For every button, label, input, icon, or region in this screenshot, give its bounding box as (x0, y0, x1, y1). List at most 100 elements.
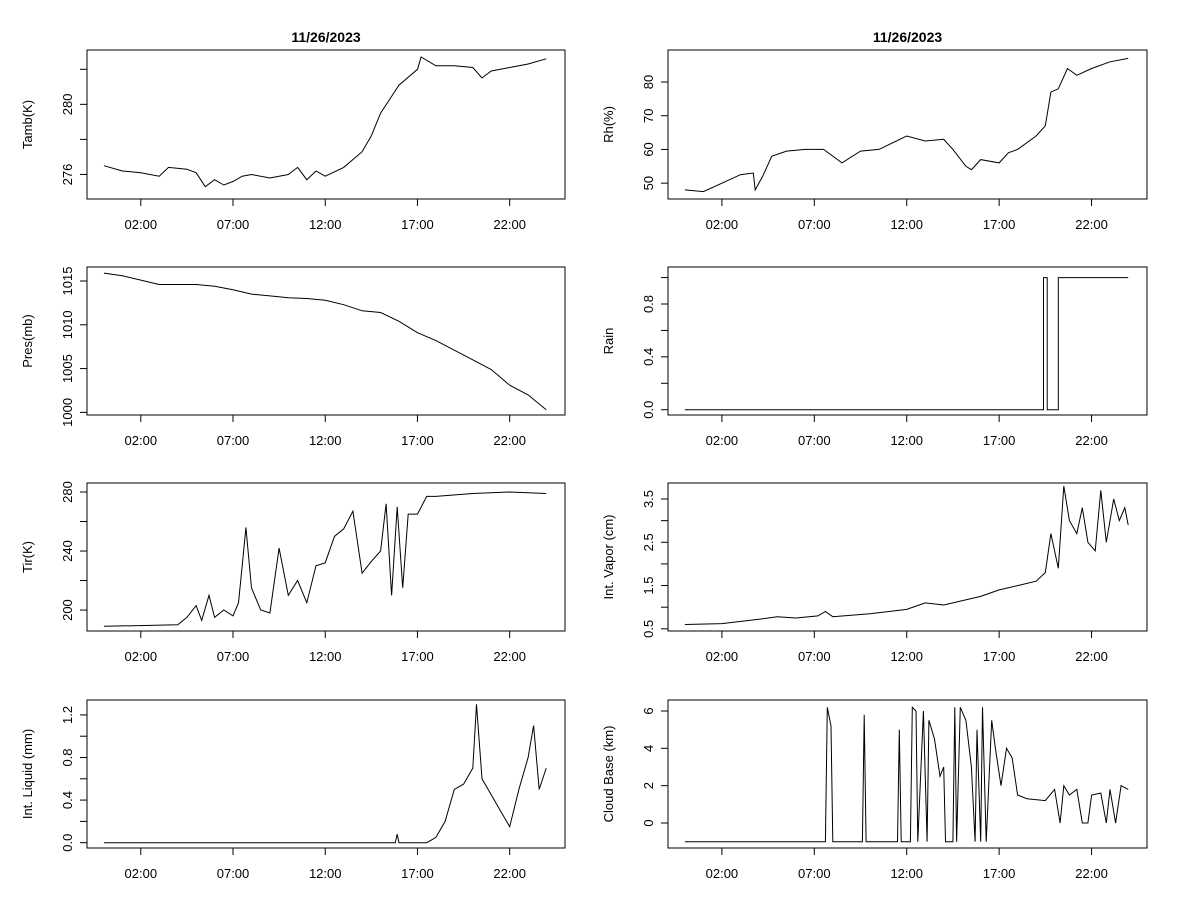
series-line (104, 273, 546, 410)
y-tick-label: 1.5 (641, 577, 656, 595)
y-axis-label: Int. Vapor (cm) (601, 514, 616, 599)
x-tick-label: 12:00 (309, 866, 342, 881)
x-tick-label: 07:00 (798, 433, 831, 448)
y-tick-label: 80 (641, 75, 656, 89)
x-tick-label: 12:00 (890, 433, 923, 448)
plot-frame (87, 483, 565, 631)
x-tick-label: 22:00 (1075, 866, 1108, 881)
series-line (104, 704, 546, 842)
x-tick-label: 02:00 (706, 866, 739, 881)
series-line (685, 707, 1128, 841)
x-tick-label: 12:00 (309, 433, 342, 448)
y-tick-label: 1005 (60, 354, 75, 383)
x-tick-label: 17:00 (401, 433, 434, 448)
x-tick-label: 12:00 (890, 649, 923, 664)
x-tick-label: 22:00 (1075, 433, 1108, 448)
panel-7: 02:00 07:00 12:00 17:00 22:00 0 2 4 6 Cloud Base … (601, 700, 1147, 881)
plot-frame (668, 700, 1147, 848)
y-tick-label: 2 (641, 782, 656, 789)
x-tick-label: 17:00 (983, 433, 1016, 448)
y-tick-label: 70 (641, 109, 656, 123)
x-tick-label: 07:00 (798, 866, 831, 881)
x-tick-label: 02:00 (125, 649, 158, 664)
y-axis-label: Tamb(K) (20, 100, 35, 149)
y-tick-label: 280 (60, 93, 75, 115)
y-tick-label: 0.8 (60, 748, 75, 766)
x-tick-label: 07:00 (217, 649, 250, 664)
x-tick-label: 07:00 (798, 217, 831, 232)
y-tick-label: 0.5 (641, 620, 656, 638)
x-tick-label: 02:00 (125, 217, 158, 232)
y-tick-label: 50 (641, 176, 656, 190)
x-tick-label: 02:00 (706, 433, 739, 448)
x-tick-label: 17:00 (983, 217, 1016, 232)
y-tick-label: 200 (60, 599, 75, 621)
plot-frame (668, 267, 1147, 415)
y-tick-label: 1000 (60, 398, 75, 427)
y-tick-label: 2.5 (641, 533, 656, 551)
y-tick-label: 0.0 (60, 834, 75, 852)
panel-0: 11/26/2023 02:00 07:00 12:00 17:00 22:00 276 28… (20, 29, 565, 232)
x-tick-label: 22:00 (493, 433, 526, 448)
y-tick-label: 60 (641, 142, 656, 156)
y-axis-label: Int. Liquid (mm) (20, 729, 35, 819)
y-tick-label: 4 (641, 745, 656, 752)
x-tick-label: 22:00 (1075, 217, 1108, 232)
series-line (104, 57, 546, 187)
series-line (685, 58, 1128, 191)
y-axis-label: Rain (601, 328, 616, 355)
y-tick-label: 0.8 (641, 295, 656, 313)
y-axis-label: Tir(K) (20, 541, 35, 573)
x-tick-label: 17:00 (983, 649, 1016, 664)
x-tick-label: 17:00 (983, 866, 1016, 881)
y-axis-label: Cloud Base (km) (601, 726, 616, 823)
panel-3: 02:00 07:00 12:00 17:00 22:00 0.0 0.4 0.8 1.2 Int… (20, 700, 565, 881)
y-tick-label: 1015 (60, 267, 75, 296)
y-tick-label: 0.0 (641, 401, 656, 419)
y-tick-label: 0 (641, 819, 656, 826)
panel-6: 02:00 07:00 12:00 17:00 22:00 0.5 1.5 2.5 3.5 Int… (601, 483, 1147, 664)
y-tick-label: 276 (60, 164, 75, 186)
panel-4: 11/26/2023 02:00 07:00 12:00 17:00 22:00 50 60 7… (601, 29, 1147, 232)
x-tick-label: 22:00 (493, 217, 526, 232)
plot-frame (668, 50, 1147, 199)
series-line (685, 278, 1128, 410)
plot-frame (87, 50, 565, 199)
chart-title: 11/26/2023 (873, 29, 943, 45)
x-tick-label: 12:00 (309, 217, 342, 232)
x-tick-label: 02:00 (706, 649, 739, 664)
y-axis-label: Rh(%) (601, 106, 616, 143)
y-tick-label: 0.4 (60, 791, 75, 809)
y-tick-label: 1010 (60, 310, 75, 339)
x-tick-label: 12:00 (309, 649, 342, 664)
series-line (104, 492, 546, 626)
plot-frame (87, 700, 565, 848)
x-tick-label: 22:00 (493, 649, 526, 664)
x-tick-label: 17:00 (401, 866, 434, 881)
x-tick-label: 22:00 (493, 866, 526, 881)
y-tick-label: 6 (641, 707, 656, 714)
x-tick-label: 12:00 (890, 866, 923, 881)
x-tick-label: 17:00 (401, 217, 434, 232)
x-tick-label: 22:00 (1075, 649, 1108, 664)
x-tick-label: 17:00 (401, 649, 434, 664)
y-tick-label: 240 (60, 540, 75, 562)
y-tick-label: 0.4 (641, 348, 656, 366)
x-tick-label: 07:00 (798, 649, 831, 664)
x-tick-label: 07:00 (217, 866, 250, 881)
x-tick-label: 12:00 (890, 217, 923, 232)
y-tick-label: 3.5 (641, 490, 656, 508)
y-tick-label: 1.2 (60, 706, 75, 724)
panel-5: 02:00 07:00 12:00 17:00 22:00 0.0 0.4 0.8 Rain (601, 267, 1147, 448)
panel-1: 02:00 07:00 12:00 17:00 22:00 1000 1005 1010 101… (20, 267, 565, 448)
x-tick-label: 02:00 (125, 866, 158, 881)
x-tick-label: 07:00 (217, 217, 250, 232)
series-line (685, 486, 1128, 625)
y-axis-label: Pres(mb) (20, 314, 35, 367)
chart-title: 11/26/2023 (291, 29, 361, 45)
x-tick-label: 07:00 (217, 433, 250, 448)
x-tick-label: 02:00 (125, 433, 158, 448)
x-tick-label: 02:00 (706, 217, 739, 232)
